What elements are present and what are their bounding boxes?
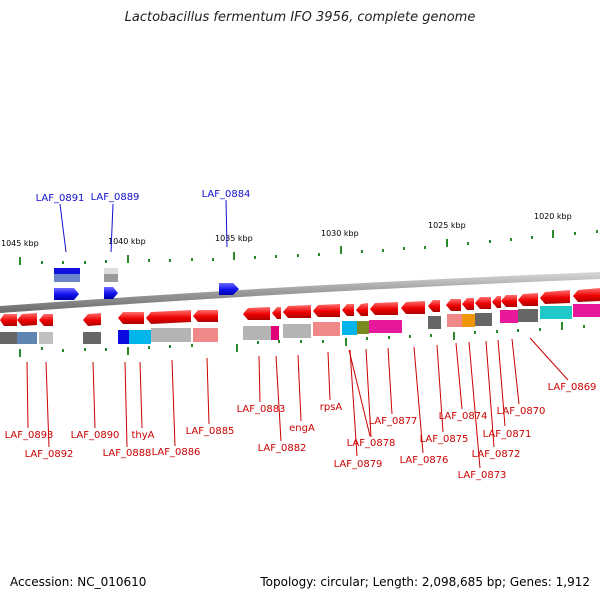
gene-label[interactable]: LAF_0878	[347, 438, 396, 449]
gene-label[interactable]: LAF_0873	[458, 470, 507, 481]
gene-arrow-reverse[interactable]	[475, 297, 491, 309]
ruler-label: 1040 kbp	[108, 237, 146, 246]
gene-label[interactable]: LAF_0883	[237, 404, 286, 415]
diagram-title: Lactobacillus fermentum IFO 3956, comple…	[124, 10, 476, 25]
gene-arrow-reverse[interactable]	[39, 314, 53, 326]
reverse-feature-boxes	[0, 304, 600, 344]
gene-arrow-reverse[interactable]	[193, 310, 218, 322]
gene-arrow-reverse[interactable]	[283, 305, 311, 318]
forward-feature-boxes	[54, 268, 118, 282]
forward-labels: LAF_0891 LAF_0889 LAF_0884	[36, 189, 251, 204]
reverse-labels: LAF_0893 LAF_0892 LAF_0890 LAF_0888 thyA…	[5, 382, 597, 481]
forward-genes	[54, 283, 239, 300]
gene-label[interactable]: LAF_0889	[91, 192, 140, 203]
gene-label[interactable]: LAF_0888	[103, 448, 152, 459]
gene-label[interactable]: LAF_0877	[369, 416, 418, 427]
gene-arrow-reverse[interactable]	[462, 298, 474, 310]
gene-arrow-reverse[interactable]	[540, 290, 570, 304]
gene-arrow-reverse[interactable]	[17, 313, 37, 326]
gene-label[interactable]: LAF_0872	[472, 449, 521, 460]
lower-ticks	[19, 322, 585, 357]
gene-arrow-reverse[interactable]	[446, 299, 461, 311]
ruler-label: 1035 kbp	[215, 234, 253, 243]
gene-label[interactable]: LAF_0874	[439, 411, 488, 422]
ruler-ticks	[19, 230, 598, 265]
ruler-label: 1025 kbp	[428, 221, 466, 230]
gene-arrow-reverse[interactable]	[518, 293, 538, 306]
gene-arrow-reverse[interactable]	[342, 304, 354, 316]
gene-label[interactable]: LAF_0882	[258, 443, 307, 454]
gene-arrow-reverse[interactable]	[401, 301, 425, 314]
ruler-label: 1045 kbp	[1, 239, 39, 248]
gene-arrow-reverse[interactable]	[83, 313, 101, 326]
gene-label[interactable]: LAF_0893	[5, 430, 54, 441]
gene-arrow-reverse[interactable]	[272, 307, 281, 319]
gene-arrow-reverse[interactable]	[356, 303, 368, 316]
gene-label[interactable]: LAF_0892	[25, 449, 74, 460]
gene-label[interactable]: LAF_0890	[71, 430, 120, 441]
gene-label[interactable]: LAF_0891	[36, 193, 85, 204]
gene-label[interactable]: rpsA	[320, 402, 343, 413]
gene-arrow-forward[interactable]	[219, 283, 239, 295]
gene-label[interactable]: LAF_0885	[186, 426, 235, 437]
gene-label[interactable]: LAF_0875	[420, 434, 469, 445]
accession-text: Accession: NC_010610	[10, 575, 147, 589]
gene-arrow-reverse[interactable]	[428, 300, 440, 312]
gene-label[interactable]: LAF_0886	[152, 447, 201, 458]
gene-label[interactable]: LAF_0870	[497, 406, 546, 417]
gene-arrow-reverse[interactable]	[313, 304, 340, 317]
gene-arrow-reverse[interactable]	[370, 302, 398, 315]
gene-arrow-reverse[interactable]	[118, 312, 144, 324]
ruler-label: 1030 kbp	[321, 229, 359, 238]
genome-backbone	[0, 272, 600, 313]
gene-label[interactable]: LAF_0869	[548, 382, 597, 393]
ruler-labels: 1045 kbp 1040 kbp 1035 kbp 1030 kbp 1025…	[1, 212, 572, 248]
gene-arrow-reverse[interactable]	[492, 296, 501, 308]
gene-arrow-reverse[interactable]	[146, 310, 191, 324]
gene-arrow-reverse[interactable]	[573, 288, 600, 302]
gene-label[interactable]: LAF_0871	[483, 429, 532, 440]
gene-arrow-reverse[interactable]	[0, 314, 17, 326]
gene-label[interactable]: LAF_0884	[202, 189, 251, 200]
forward-label-leaders	[59, 199, 228, 253]
ruler-label: 1020 kbp	[534, 212, 572, 221]
reverse-label-leaders	[26, 337, 569, 469]
topology-text: Topology: circular; Length: 2,098,685 bp…	[260, 575, 590, 589]
gene-arrow-forward[interactable]	[104, 287, 118, 299]
gene-label[interactable]: LAF_0879	[334, 459, 383, 470]
gene-arrow-reverse[interactable]	[243, 307, 270, 320]
gene-label[interactable]: LAF_0876	[400, 455, 449, 466]
gene-label[interactable]: engA	[289, 423, 315, 434]
gene-arrow-forward[interactable]	[54, 288, 79, 300]
gene-label[interactable]: thyA	[131, 430, 154, 441]
gene-arrow-reverse[interactable]	[501, 295, 517, 307]
reverse-genes	[0, 288, 600, 326]
